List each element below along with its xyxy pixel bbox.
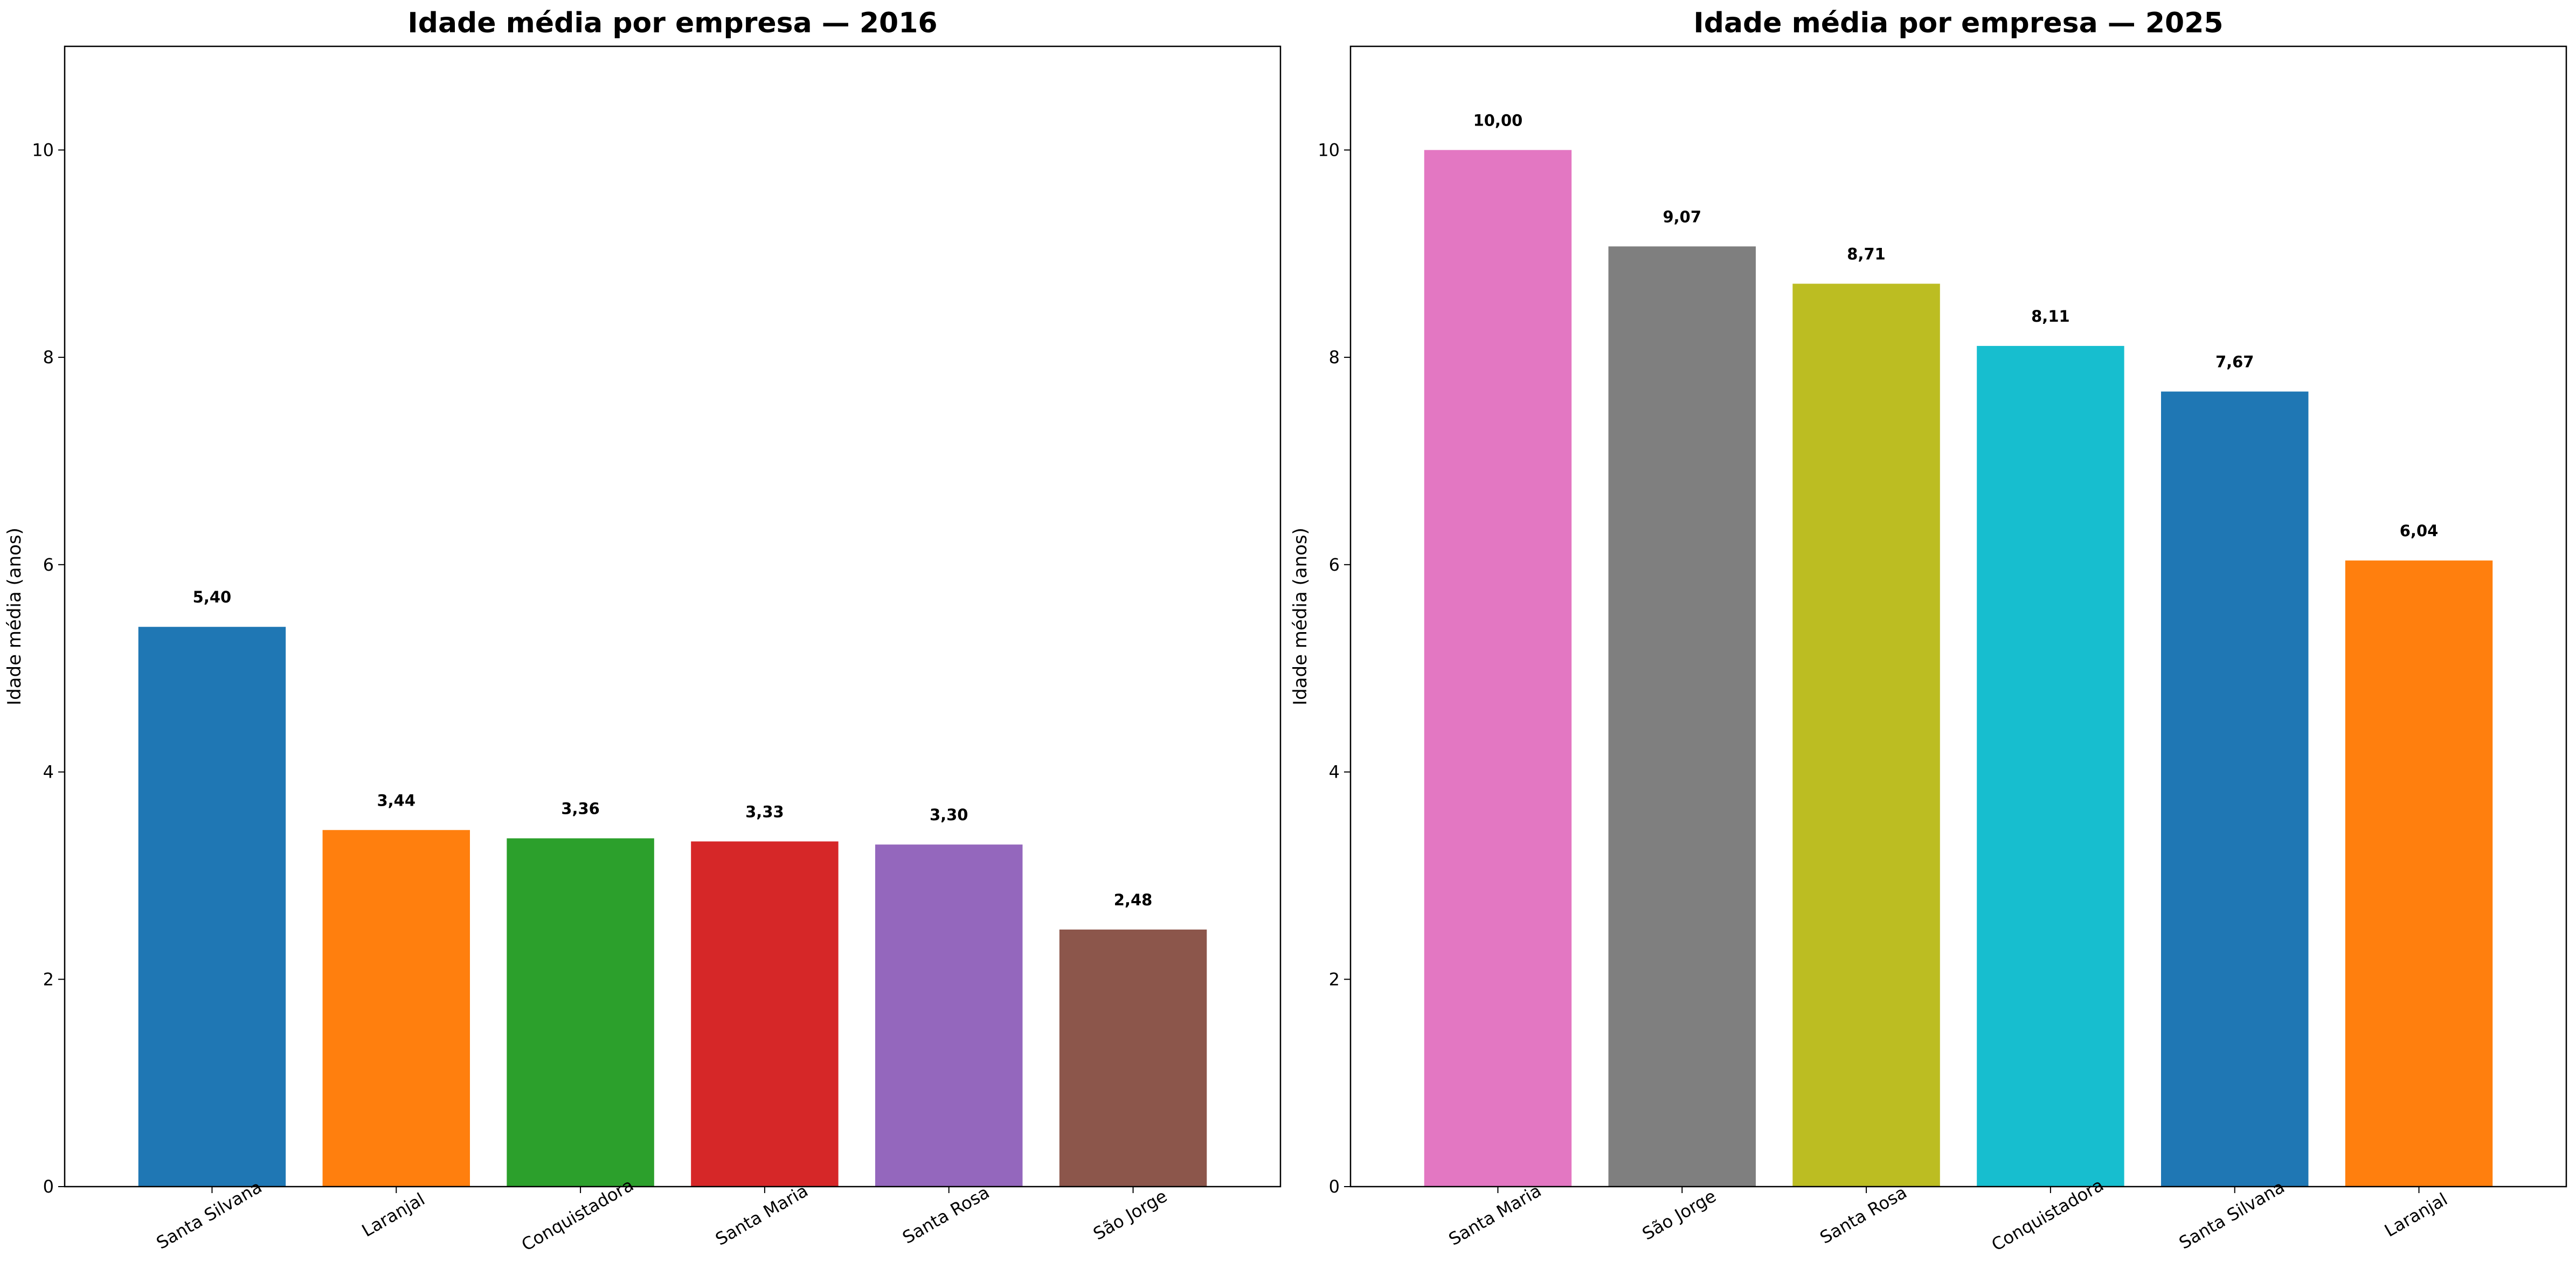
axes-frame	[64, 45, 1282, 1188]
y-tick-label: 10	[1318, 140, 1340, 160]
x-tick-label: Santa Maria	[712, 1180, 812, 1250]
x-tick-label: Laranjal	[2381, 1189, 2451, 1241]
data-label: 3,44	[377, 791, 416, 809]
y-tick-label: 4	[43, 762, 54, 782]
y-tick-label: 0	[43, 1176, 54, 1197]
y-tick-label: 6	[43, 555, 54, 575]
y-tick-label: 10	[32, 140, 54, 160]
bar-laranjal	[2345, 560, 2493, 1187]
x-tick-label: Santa Silvana	[2176, 1176, 2288, 1253]
x-tick-label: Santa Rosa	[899, 1182, 993, 1248]
bar-são-jorge	[1608, 246, 1756, 1187]
bar-santa-maria	[1424, 150, 1572, 1187]
y-tick-label: 2	[43, 969, 54, 989]
data-label: 7,67	[2215, 353, 2254, 371]
data-label: 8,11	[2031, 307, 2070, 325]
bar-santa-rosa	[875, 844, 1023, 1187]
x-tick-label: São Jorge	[1090, 1186, 1171, 1244]
bar-santa-silvana	[138, 627, 286, 1187]
x-tick-label: Laranjal	[358, 1189, 428, 1241]
bar-são-jorge	[1059, 929, 1207, 1187]
y-axis-label: Idade média (anos)	[1290, 528, 1311, 705]
x-tick-label: São Jorge	[1639, 1186, 1720, 1244]
y-tick-label: 2	[1329, 969, 1340, 989]
data-label: 2,48	[1114, 891, 1153, 909]
x-tick-label: Santa Maria	[1445, 1180, 1545, 1250]
bar-santa-silvana	[2161, 391, 2309, 1187]
data-label: 3,30	[930, 806, 968, 824]
axes-frame	[1349, 45, 2567, 1188]
data-label: 5,40	[193, 588, 232, 606]
chart-2016: Idade média por empresa — 2016 Idade médi…	[4, 7, 1282, 1255]
data-label: 10,00	[1473, 111, 1523, 129]
y-tick-label: 8	[43, 347, 54, 368]
bar-laranjal	[322, 830, 470, 1187]
bar-conquistadora	[1977, 345, 2124, 1187]
y-tick-label: 8	[1329, 347, 1340, 368]
y-tick-label: 4	[1329, 762, 1340, 782]
x-tick-label: Santa Rosa	[1817, 1182, 1910, 1248]
chart-title: Idade média por empresa — 2016	[407, 7, 937, 39]
data-label: 3,36	[561, 800, 600, 818]
x-tick-label: Santa Silvana	[153, 1176, 266, 1253]
data-label: 8,71	[1847, 245, 1886, 264]
data-label: 3,33	[745, 802, 784, 821]
chart-2025: Idade média por empresa — 2025 Idade médi…	[1290, 7, 2567, 1255]
bar-santa-rosa	[1792, 283, 1940, 1187]
chart-title: Idade média por empresa — 2025	[1693, 7, 2223, 39]
y-axis-label: Idade média (anos)	[4, 528, 25, 705]
y-tick-label: 6	[1329, 555, 1340, 575]
bar-santa-maria	[691, 841, 839, 1187]
bar-conquistadora	[507, 838, 654, 1187]
data-label: 9,07	[1663, 207, 1701, 226]
y-tick-label: 0	[1329, 1176, 1340, 1197]
data-label: 6,04	[2400, 522, 2439, 540]
